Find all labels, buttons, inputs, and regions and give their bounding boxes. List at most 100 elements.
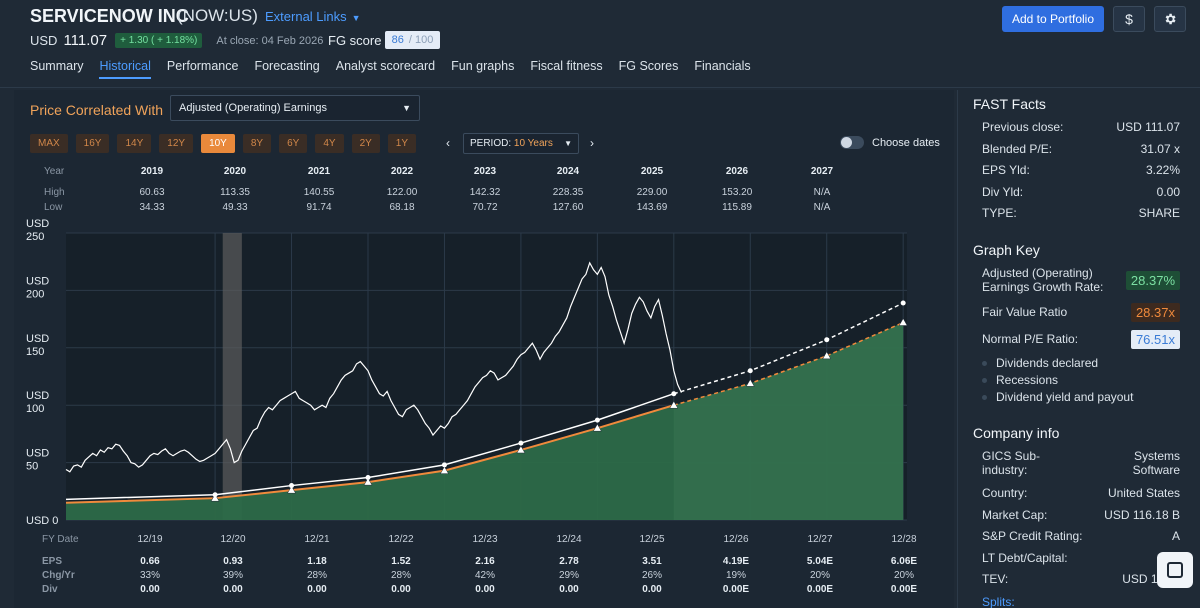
tab-analyst-scorecard[interactable]: Analyst scorecard bbox=[335, 59, 436, 73]
price-correlated-select[interactable]: Adjusted (Operating) Earnings ▼ bbox=[170, 95, 420, 121]
fast-fact-value: USD 111.07 bbox=[1116, 120, 1180, 134]
period-select[interactable]: PERIOD: 10 Years ▼ bbox=[463, 133, 579, 154]
year-cell: 2019 bbox=[140, 166, 164, 177]
fair-value-badge[interactable]: 28.37x bbox=[1130, 303, 1180, 322]
tab-fiscal-fitness[interactable]: Fiscal fitness bbox=[530, 59, 603, 73]
add-to-portfolio-button[interactable]: Add to Portfolio bbox=[1002, 6, 1104, 32]
high-cell: 140.55 bbox=[303, 187, 335, 198]
fy-date-cell: 12/22 bbox=[388, 534, 414, 545]
normal-pe-marker bbox=[441, 462, 447, 468]
eps-cell: 0.93 bbox=[223, 556, 243, 567]
year-cell: 2021 bbox=[307, 166, 331, 177]
normal-pe-marker bbox=[824, 337, 830, 343]
fair-value-marker bbox=[287, 485, 296, 494]
range-button-14y[interactable]: 14Y bbox=[117, 134, 152, 153]
fast-fact-value: SHARE bbox=[1138, 206, 1180, 220]
company-info-row: S&P Credit Rating: A bbox=[982, 529, 1180, 543]
low-cell: 68.18 bbox=[389, 202, 415, 213]
period-prev-chevron-icon[interactable]: ‹ bbox=[446, 136, 450, 150]
fair-value-marker bbox=[898, 318, 908, 326]
company-info-row: Market Cap: USD 116.18 B bbox=[982, 508, 1180, 522]
external-links-dropdown[interactable]: External Links ▼ bbox=[265, 9, 361, 24]
external-links-label[interactable]: External Links bbox=[265, 9, 347, 24]
tab-fun-graphs[interactable]: Fun graphs bbox=[451, 59, 515, 73]
fy-date-cell: 12/27 bbox=[807, 534, 833, 545]
tab-financials[interactable]: Financials bbox=[694, 59, 751, 73]
tab-performance[interactable]: Performance bbox=[166, 59, 239, 73]
gics-value-2: Software bbox=[1132, 463, 1180, 477]
low-cell: 91.74 bbox=[306, 202, 332, 213]
splits-label[interactable]: Splits: bbox=[982, 595, 1015, 608]
fast-fact-row: Div Yld: 0.00 bbox=[982, 185, 1180, 199]
tab-fg-scores[interactable]: FG Scores bbox=[618, 59, 679, 73]
div-cell: 0.00E bbox=[806, 584, 834, 595]
fast-fact-label: Div Yld: bbox=[982, 184, 1024, 199]
choose-dates-toggle[interactable] bbox=[840, 136, 864, 149]
ticker-symbol: (NOW:US) bbox=[177, 6, 258, 25]
legend-item[interactable]: Recessions bbox=[982, 373, 1058, 387]
range-button-1y[interactable]: 1Y bbox=[387, 134, 417, 153]
chg-cell: 19% bbox=[725, 570, 746, 581]
fair-value-marker bbox=[440, 466, 449, 474]
price-currency: USD bbox=[30, 33, 58, 48]
legend-item[interactable]: Dividends declared bbox=[982, 356, 1098, 370]
fast-fact-row: Blended P/E: 31.07 x bbox=[982, 142, 1180, 156]
header: SERVICENOW INC (NOW:US) External Links ▼ … bbox=[0, 0, 1200, 88]
company-info-value: A bbox=[1171, 529, 1180, 543]
range-button-max[interactable]: MAX bbox=[30, 134, 68, 153]
normal-pe-marker bbox=[212, 492, 218, 498]
fy-date-cell: 12/28 bbox=[891, 534, 917, 545]
y-tick-label: 100 bbox=[26, 403, 44, 415]
fast-fact-row: Previous close: USD 111.07 bbox=[982, 120, 1180, 134]
range-buttons: MAX 16Y 14Y 12Y 10Y 8Y 6Y 4Y 2Y 1Y bbox=[30, 134, 417, 153]
earnings-growth-label-1: Adjusted (Operating) bbox=[982, 266, 1093, 280]
currency-button[interactable]: $ bbox=[1113, 6, 1145, 32]
normal-pe-label: Normal P/E Ratio: bbox=[982, 332, 1079, 346]
year-cell: 2027 bbox=[810, 166, 834, 177]
range-button-12y[interactable]: 12Y bbox=[159, 134, 194, 153]
normal-pe-marker bbox=[289, 483, 295, 489]
fair-value-marker bbox=[363, 477, 373, 486]
high-cell: 142.32 bbox=[469, 187, 501, 198]
low-cell: N/A bbox=[813, 202, 831, 213]
range-button-16y[interactable]: 16Y bbox=[75, 134, 110, 153]
tab-summary[interactable]: Summary bbox=[30, 59, 84, 73]
fy-date-cell: 12/21 bbox=[304, 534, 330, 545]
fast-fact-row: TYPE: SHARE bbox=[982, 206, 1180, 220]
y-tick-label: 250 bbox=[26, 231, 44, 243]
y-tick-label: 50 bbox=[26, 461, 38, 473]
company-name: SERVICENOW INC bbox=[30, 6, 189, 26]
chg-cell: 42% bbox=[474, 570, 495, 581]
gics-label-1: GICS Sub- bbox=[982, 449, 1041, 463]
splits-link[interactable]: Splits: bbox=[982, 595, 1180, 608]
settings-button[interactable] bbox=[1154, 6, 1186, 32]
fair-value-marker bbox=[669, 400, 679, 409]
range-button-2y[interactable]: 2Y bbox=[351, 134, 380, 153]
fast-fact-value: 0.00 bbox=[1156, 184, 1180, 199]
tab-forecasting[interactable]: Forecasting bbox=[254, 59, 320, 73]
high-cell: N/A bbox=[813, 187, 831, 198]
earnings-growth-row: Adjusted (Operating) Earnings Growth Rat… bbox=[982, 266, 1180, 300]
y-tick-label: 150 bbox=[26, 346, 44, 358]
high-label: High bbox=[44, 187, 65, 198]
fg-score-value: 86 bbox=[391, 34, 404, 46]
company-info-label: LT Debt/Capital: bbox=[982, 550, 1068, 565]
div-cell: 0.00 bbox=[642, 584, 662, 595]
y-tick-label: USD 0 bbox=[26, 515, 58, 527]
range-button-8y[interactable]: 8Y bbox=[242, 134, 272, 153]
high-cell: 153.20 bbox=[721, 187, 753, 198]
range-button-10y[interactable]: 10Y bbox=[201, 134, 235, 153]
range-button-6y[interactable]: 6Y bbox=[279, 134, 308, 153]
normal-pe-badge[interactable]: 76.51x bbox=[1130, 330, 1180, 349]
period-next-chevron-icon[interactable]: › bbox=[590, 136, 594, 150]
chg-cell: 28% bbox=[306, 570, 327, 581]
eps-cell: 1.52 bbox=[391, 556, 411, 567]
tab-historical[interactable]: Historical bbox=[99, 59, 151, 79]
range-button-4y[interactable]: 4Y bbox=[315, 134, 344, 153]
period-value: 10 Years bbox=[513, 138, 553, 149]
chat-button[interactable] bbox=[1157, 552, 1193, 588]
legend-item[interactable]: Dividend yield and payout bbox=[982, 390, 1133, 404]
chg-cell: 39% bbox=[222, 570, 243, 581]
fair-value-marker bbox=[822, 351, 832, 360]
fast-fact-value: 3.22% bbox=[1145, 163, 1180, 177]
